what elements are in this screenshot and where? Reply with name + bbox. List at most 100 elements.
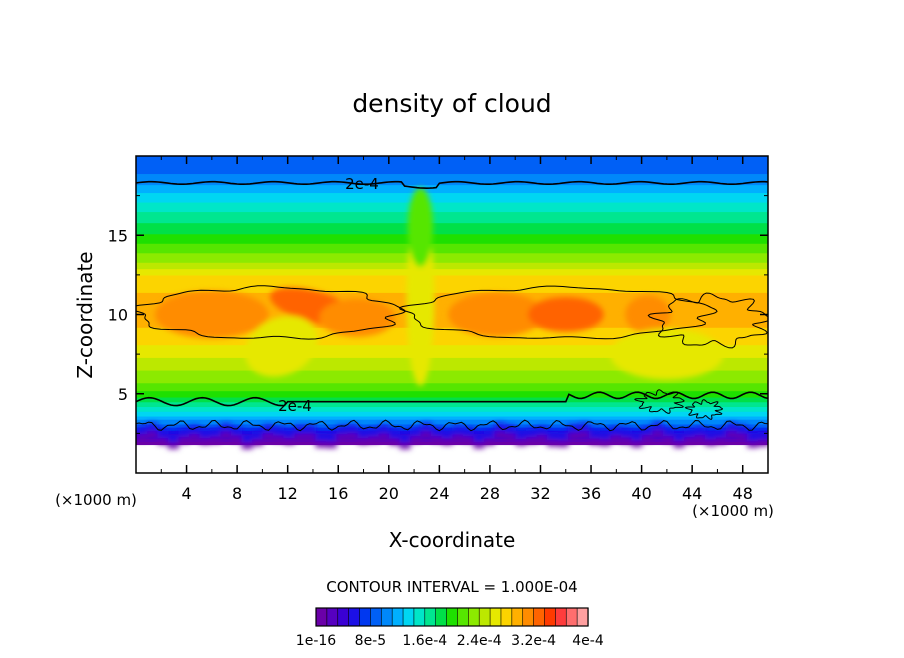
blue-noise bbox=[652, 422, 664, 431]
density-band bbox=[136, 257, 768, 260]
violet-noise bbox=[462, 436, 474, 443]
density-band bbox=[136, 157, 768, 160]
density-band bbox=[136, 270, 768, 273]
blue-noise bbox=[273, 427, 285, 436]
x-unit-left: (×1000 m) bbox=[55, 491, 137, 509]
colorbar-tick-label: 1.6e-4 bbox=[402, 633, 447, 649]
contour-eddy-2 bbox=[684, 399, 723, 420]
density-band bbox=[136, 324, 768, 327]
violet-noise bbox=[199, 438, 211, 445]
violet-noise bbox=[736, 434, 748, 440]
x-axis-ticks: 4 8 12 16 20 24 28 32 36 40 44 48 bbox=[160, 156, 753, 503]
contour-low-1e-4 bbox=[136, 419, 768, 432]
density-band bbox=[136, 217, 768, 220]
violet-noise bbox=[526, 437, 537, 444]
y-axis-label: Z-coordinate bbox=[73, 251, 97, 378]
density-band bbox=[136, 415, 768, 419]
colorbar-swatch bbox=[315, 607, 328, 627]
density-band bbox=[136, 244, 768, 247]
colorbar-swatch bbox=[446, 607, 459, 627]
density-band bbox=[136, 417, 768, 420]
x-tick-label: 8 bbox=[232, 484, 242, 503]
density-band bbox=[136, 208, 768, 211]
violet-noise bbox=[315, 441, 327, 448]
colorbar-swatch bbox=[533, 607, 546, 627]
x-axis-label: X-coordinate bbox=[389, 528, 516, 552]
colorbar-swatch bbox=[370, 607, 382, 627]
violet-noise bbox=[631, 441, 643, 448]
blue-noise bbox=[210, 428, 221, 437]
blue-noise bbox=[410, 428, 422, 437]
density-band bbox=[136, 289, 768, 292]
density-band bbox=[136, 360, 768, 363]
density-band bbox=[136, 344, 768, 347]
density-band bbox=[136, 290, 768, 293]
density-band bbox=[136, 423, 768, 427]
density-band bbox=[136, 322, 768, 325]
density-band bbox=[136, 263, 768, 266]
blue-noise bbox=[157, 430, 169, 439]
density-band bbox=[136, 414, 768, 417]
blue-noise bbox=[599, 431, 611, 440]
density-band bbox=[136, 381, 768, 384]
violet-noise bbox=[589, 439, 601, 445]
density-band bbox=[136, 268, 768, 271]
density-band bbox=[136, 438, 768, 441]
density-band bbox=[136, 163, 768, 167]
blue-noise bbox=[536, 426, 548, 435]
colorbar-tick-label: 2.4e-4 bbox=[457, 633, 502, 649]
blue-noise bbox=[641, 427, 653, 436]
contour-label-bottom: 2e-4 bbox=[278, 397, 312, 415]
density-band bbox=[136, 214, 768, 217]
blue-noise bbox=[420, 423, 432, 432]
density-band bbox=[136, 175, 768, 178]
violet-noise bbox=[494, 431, 506, 438]
density-band bbox=[136, 303, 768, 306]
density-band bbox=[136, 366, 768, 369]
x-tick-label: 12 bbox=[278, 484, 298, 503]
density-band bbox=[136, 330, 768, 333]
density-band bbox=[136, 333, 768, 336]
blue-noise bbox=[515, 431, 527, 440]
blue-noise bbox=[336, 425, 348, 434]
violet-noise bbox=[178, 437, 190, 444]
density-band bbox=[136, 251, 768, 254]
violet-noise bbox=[684, 437, 695, 444]
colorbar-swatch bbox=[391, 607, 404, 627]
violet-noise bbox=[167, 443, 179, 449]
density-band bbox=[136, 168, 768, 171]
blue-noise bbox=[589, 430, 601, 439]
density-band bbox=[136, 300, 768, 303]
violet-noise bbox=[357, 438, 369, 445]
density-band bbox=[136, 368, 768, 371]
colorbar-swatch bbox=[424, 607, 437, 627]
density-band bbox=[136, 376, 768, 379]
x-tick-label: 40 bbox=[631, 484, 651, 503]
blue-noise bbox=[631, 432, 643, 441]
density-band bbox=[136, 198, 768, 201]
violet-noise bbox=[389, 439, 401, 445]
density-band bbox=[136, 385, 768, 389]
violet-noise bbox=[431, 436, 443, 443]
density-band bbox=[136, 222, 768, 225]
density-band bbox=[136, 354, 768, 357]
density-band bbox=[136, 209, 768, 213]
density-band bbox=[136, 371, 768, 374]
y-tick-label: 5 bbox=[118, 385, 128, 404]
density-band bbox=[136, 156, 768, 159]
density-band bbox=[136, 395, 768, 398]
violet-noise bbox=[210, 437, 221, 443]
density-band bbox=[136, 350, 768, 354]
contour-label-top: 2e-4 bbox=[345, 175, 379, 193]
violet-noise bbox=[694, 435, 706, 442]
blue-noise bbox=[378, 425, 390, 434]
violet-noise bbox=[536, 435, 548, 442]
density-band bbox=[136, 298, 768, 301]
blue-noise bbox=[610, 427, 622, 436]
violet-noise bbox=[473, 442, 485, 449]
contour-bottom-2e-4 bbox=[136, 391, 768, 407]
density-band bbox=[136, 384, 768, 387]
violet-noise bbox=[610, 436, 622, 442]
colorbar-swatch bbox=[478, 607, 491, 627]
blue-noise bbox=[188, 425, 200, 434]
